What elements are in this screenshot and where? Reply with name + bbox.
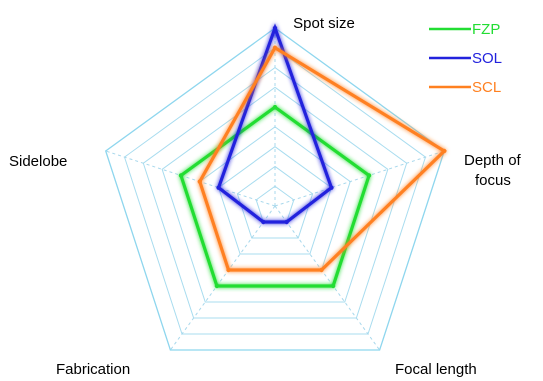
axis-labels: Spot size Depth of focus Focal length Fabric… xyxy=(9,15,522,378)
series-fzp-point-fabrication xyxy=(214,283,220,289)
series-sol-point-spot-size xyxy=(272,25,278,31)
series-sol-line xyxy=(216,23,334,224)
grid-ring-3 xyxy=(217,146,333,255)
legend-label-scl: SCL xyxy=(472,79,501,96)
legend: FZP SOL SCL xyxy=(429,21,502,96)
series-scl-point-fabrication xyxy=(226,267,231,273)
grid-ring-9 xyxy=(104,27,446,351)
series-sol-point-sidelobe xyxy=(216,185,221,190)
series-sol-point-depth-of-focus xyxy=(329,185,334,190)
series-scl-point-spot-size xyxy=(272,45,278,50)
grid-ring-7 xyxy=(142,66,408,319)
radar-series xyxy=(178,23,447,289)
series-scl-point-depth-of-focus xyxy=(442,148,447,154)
series-fzp-point-spot-size xyxy=(272,104,278,110)
series-scl-point-focal-length xyxy=(319,267,324,273)
series-scl-point-sidelobe xyxy=(197,179,202,184)
grid-ring-8 xyxy=(123,47,427,335)
axis-spoke-fabrication xyxy=(169,205,276,351)
series-sol-point-fabrication xyxy=(261,219,266,225)
grid-ring-6 xyxy=(161,86,389,303)
grid-ring-2 xyxy=(236,165,314,239)
series-fzp-point-focal-length xyxy=(330,283,336,289)
axis-label-spot-size: Spot size xyxy=(293,15,355,32)
axis-label-focal-length: Focal length xyxy=(395,361,477,378)
series-fzp-line xyxy=(179,105,371,288)
series-fzp-point-depth-of-focus xyxy=(366,173,372,178)
series-fzp-point-sidelobe xyxy=(178,173,184,178)
series-sol-point-focal-length xyxy=(284,219,289,225)
axis-label-sidelobe: Sidelobe xyxy=(9,153,67,170)
axis-label-depth-of-focus: Depth of focus xyxy=(464,152,522,189)
axis-label-fabrication: Fabrication xyxy=(56,361,130,378)
legend-label-fzp: FZP xyxy=(472,21,500,38)
series-scl-line xyxy=(198,45,447,272)
radar-grid xyxy=(104,27,446,351)
legend-label-sol: SOL xyxy=(472,50,502,67)
